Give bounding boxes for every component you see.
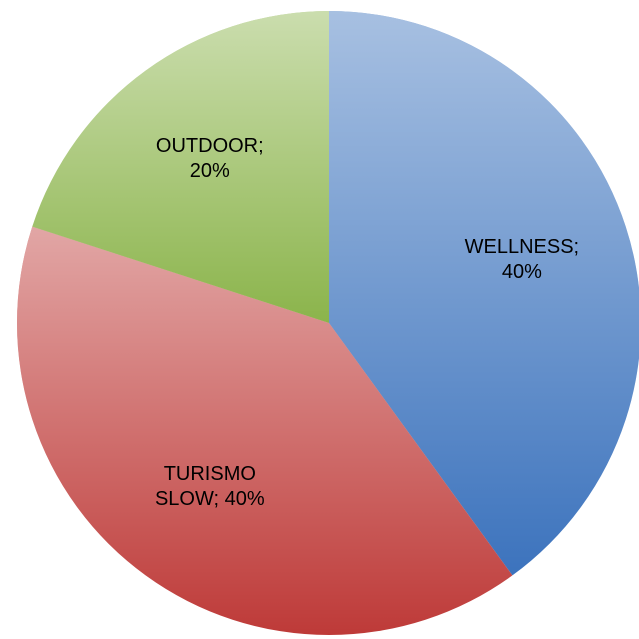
data-label: TURISMO SLOW; 40% bbox=[154, 463, 265, 511]
data-label: OUTDOOR; 20% bbox=[155, 134, 264, 182]
label-box: WELLNESS; 40% bbox=[464, 236, 580, 284]
label-box: OUTDOOR; 20% bbox=[155, 134, 264, 182]
label-box: TURISMO SLOW; 40% bbox=[154, 463, 265, 511]
data-label: WELLNESS; 40% bbox=[464, 236, 580, 284]
